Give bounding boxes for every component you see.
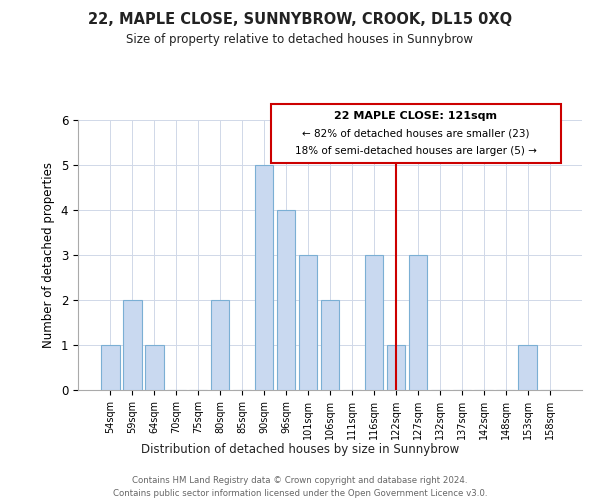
Bar	[320, 300, 340, 390]
Bar	[145, 345, 164, 390]
Text: 18% of semi-detached houses are larger (5) →: 18% of semi-detached houses are larger (…	[295, 146, 536, 156]
Text: Contains HM Land Registry data © Crown copyright and database right 2024.: Contains HM Land Registry data © Crown c…	[132, 476, 468, 485]
Bar	[277, 210, 295, 390]
Text: Contains public sector information licensed under the Open Government Licence v3: Contains public sector information licen…	[113, 489, 487, 498]
Bar	[365, 255, 383, 390]
Text: ← 82% of detached houses are smaller (23): ← 82% of detached houses are smaller (23…	[302, 128, 529, 138]
Bar	[211, 300, 229, 390]
Bar	[409, 255, 427, 390]
Bar	[123, 300, 142, 390]
Text: Size of property relative to detached houses in Sunnybrow: Size of property relative to detached ho…	[127, 32, 473, 46]
Bar	[255, 165, 274, 390]
Text: Distribution of detached houses by size in Sunnybrow: Distribution of detached houses by size …	[141, 442, 459, 456]
Bar	[101, 345, 119, 390]
Bar	[386, 345, 405, 390]
Text: 22 MAPLE CLOSE: 121sqm: 22 MAPLE CLOSE: 121sqm	[334, 111, 497, 121]
Text: 22, MAPLE CLOSE, SUNNYBROW, CROOK, DL15 0XQ: 22, MAPLE CLOSE, SUNNYBROW, CROOK, DL15 …	[88, 12, 512, 28]
Bar	[299, 255, 317, 390]
Y-axis label: Number of detached properties: Number of detached properties	[42, 162, 55, 348]
Bar	[518, 345, 537, 390]
FancyBboxPatch shape	[271, 104, 561, 163]
